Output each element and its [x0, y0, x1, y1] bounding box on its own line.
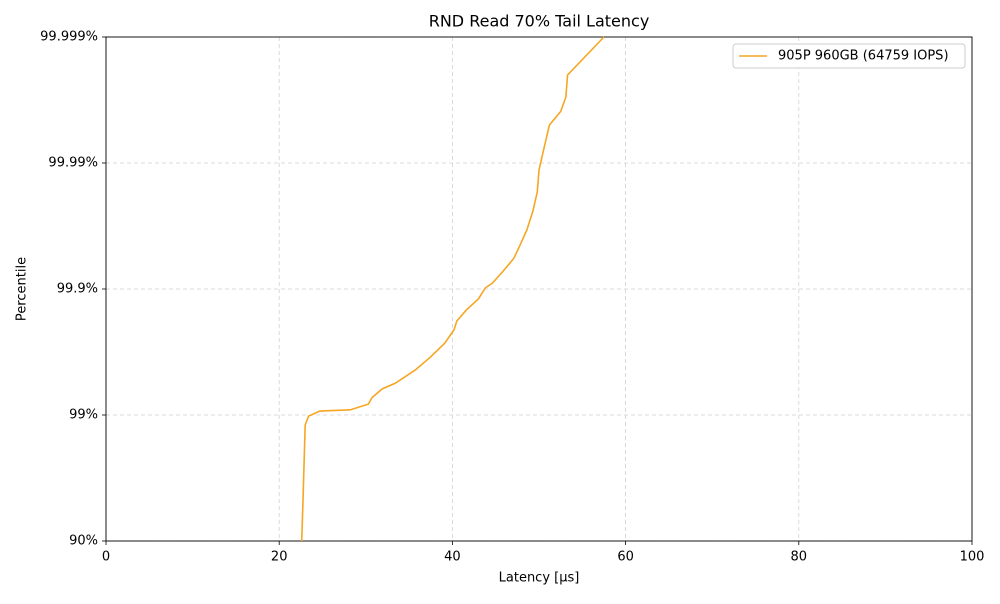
- x-tick-label: 80: [791, 550, 808, 565]
- y-tick-label: 99.99%: [48, 156, 98, 171]
- y-axis-label: Percentile: [15, 257, 30, 321]
- y-tick-label: 99%: [69, 408, 98, 423]
- data-line: [300, 36, 605, 542]
- y-tick-label: 99.9%: [57, 282, 98, 297]
- legend-box: [732, 43, 966, 69]
- legend-label: 905P 960GB (64759 IOPS): [778, 49, 949, 64]
- x-tick-label: 40: [444, 550, 461, 565]
- x-axis-label: Latency [µs]: [499, 571, 580, 586]
- x-tick-label: 60: [617, 550, 634, 565]
- chart-title: RND Read 70% Tail Latency: [429, 12, 650, 31]
- plot-frame: [105, 36, 973, 542]
- x-tick-label: 20: [271, 550, 288, 565]
- legend: 905P 960GB (64759 IOPS): [732, 43, 966, 69]
- x-tick-label: 100: [960, 550, 985, 565]
- y-tick-label: 90%: [69, 534, 98, 549]
- x-tick-label: 0: [102, 550, 110, 565]
- y-tick-label: 99.999%: [40, 30, 98, 45]
